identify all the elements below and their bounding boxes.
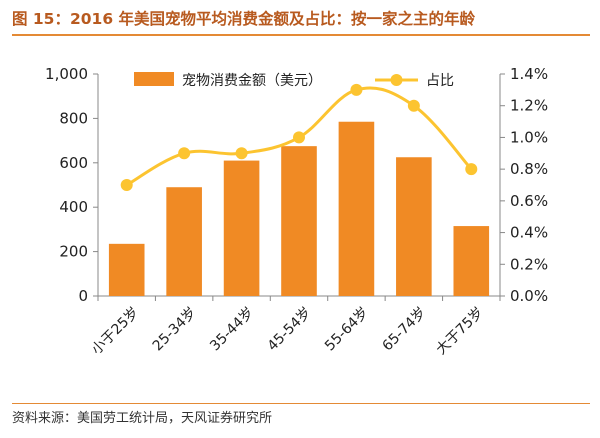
line-series xyxy=(120,83,478,191)
x-tick-label: 小于25岁 xyxy=(89,304,143,358)
line-point xyxy=(235,147,248,160)
x-tick-label: 大于75岁 xyxy=(433,304,487,358)
x-tick-label: 35-44岁 xyxy=(207,304,257,354)
source-note: 资料来源：美国劳工统计局，天风证券研究所 xyxy=(12,411,273,426)
bar xyxy=(453,226,490,296)
x-tick-label: 25-34岁 xyxy=(150,304,200,354)
left-tick-label: 800 xyxy=(59,109,88,127)
figure-title: 图 15：2016 年美国宠物平均消费金额及占比：按一家之主的年龄 xyxy=(12,10,476,28)
left-tick-label: 200 xyxy=(59,243,88,261)
left-tick-label: 600 xyxy=(59,154,88,172)
x-tick-label: 45-54岁 xyxy=(265,304,315,354)
left-tick-label: 0 xyxy=(78,287,88,305)
bar-series xyxy=(108,121,490,296)
line-point xyxy=(465,163,478,176)
line-point xyxy=(350,83,363,96)
right-tick-label: 0.8% xyxy=(510,160,548,178)
right-tick-label: 1.0% xyxy=(510,128,548,146)
bar xyxy=(108,243,145,296)
legend-line-marker xyxy=(390,74,403,86)
bar xyxy=(281,146,317,296)
bar xyxy=(166,187,202,296)
x-tick-label: 65-74岁 xyxy=(379,304,429,354)
right-tick-label: 0.2% xyxy=(510,255,548,273)
source-divider xyxy=(12,403,590,404)
title-underline xyxy=(12,34,590,36)
right-tick-label: 1.4% xyxy=(510,65,548,83)
x-tick-label: 55-64岁 xyxy=(322,304,372,354)
bar xyxy=(223,160,260,296)
line-point xyxy=(120,179,133,191)
bar xyxy=(338,121,375,296)
legend-line-label: 占比 xyxy=(426,73,454,89)
legend-bar-swatch xyxy=(134,72,174,86)
bar xyxy=(396,157,432,296)
line-point xyxy=(178,147,191,160)
right-tick-label: 0.6% xyxy=(510,192,548,210)
left-tick-label: 400 xyxy=(59,198,88,216)
line-point xyxy=(293,131,305,144)
right-tick-label: 0.0% xyxy=(510,287,548,305)
legend-bar-label: 宠物消费金额（美元） xyxy=(182,73,322,89)
right-tick-label: 1.2% xyxy=(510,97,548,115)
right-tick-label: 0.4% xyxy=(510,224,548,242)
legend: 宠物消费金额（美元） 占比 xyxy=(134,72,454,89)
left-tick-label: 1,000 xyxy=(45,65,88,83)
line-point xyxy=(407,99,420,112)
